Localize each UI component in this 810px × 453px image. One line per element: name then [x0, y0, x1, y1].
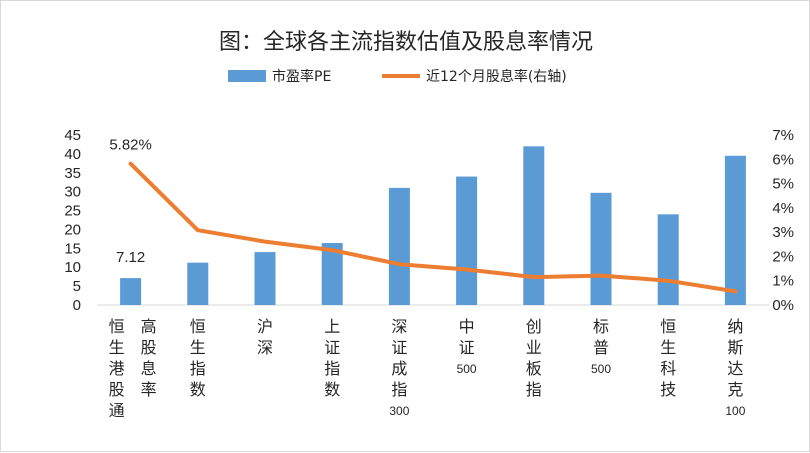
svg-text:科: 科	[660, 359, 676, 378]
svg-text:指: 指	[190, 359, 206, 378]
svg-text:恒: 恒	[190, 317, 206, 336]
svg-text:成: 成	[391, 359, 407, 378]
left-tick-8: 40	[64, 146, 81, 163]
chart-title: 图：全球各主流指数估值及股息率情况	[219, 30, 593, 55]
right-axis-ticks: 0% 1% 2% 3% 4% 5% 6% 7%	[772, 127, 794, 314]
svg-text:100: 100	[725, 404, 745, 418]
svg-text:业: 业	[526, 338, 542, 357]
bar-9	[725, 156, 746, 305]
bar-4	[389, 188, 410, 305]
svg-text:板: 板	[526, 359, 542, 378]
legend-label-yield: 近12个月股息率(右轴)	[426, 68, 567, 85]
right-tick-3: 3%	[772, 224, 794, 241]
left-tick-3: 15	[64, 240, 81, 257]
svg-text:创: 创	[526, 317, 542, 336]
legend-swatch-pe	[228, 70, 266, 82]
line-data-label-0: 5.82%	[109, 137, 152, 154]
right-tick-7: 7%	[772, 127, 794, 144]
svg-text:息: 息	[141, 359, 157, 378]
left-tick-7: 35	[64, 165, 81, 182]
svg-text:高: 高	[141, 317, 157, 336]
svg-text:标: 标	[593, 317, 609, 336]
svg-text:技: 技	[660, 380, 676, 399]
bar-data-label-0: 7.12	[116, 249, 145, 266]
svg-text:克: 克	[727, 380, 743, 399]
svg-text:指: 指	[526, 380, 542, 399]
svg-text:生: 生	[660, 338, 676, 357]
svg-text:沪: 沪	[257, 317, 273, 336]
svg-text:中: 中	[459, 317, 475, 336]
data-labels: 7.12 5.82%	[109, 137, 152, 266]
svg-text:深: 深	[257, 338, 273, 357]
svg-text:纳: 纳	[727, 317, 743, 336]
left-tick-4: 20	[64, 221, 81, 238]
left-tick-2: 10	[64, 259, 81, 276]
bar-1	[187, 263, 208, 305]
svg-text:普: 普	[593, 338, 609, 357]
svg-text:率: 率	[141, 380, 157, 399]
category-labels: 恒生港股通高股息率恒生指数沪深上证指数深证成指300中证500创业板指标普500…	[109, 317, 746, 420]
svg-text:深: 深	[391, 317, 407, 336]
svg-text:证: 证	[324, 338, 340, 357]
svg-text:指: 指	[324, 359, 340, 378]
bar-6	[523, 146, 544, 305]
svg-text:股: 股	[141, 338, 157, 357]
svg-text:300: 300	[389, 404, 409, 418]
svg-text:500: 500	[457, 362, 477, 376]
category-label-5: 中证 500	[457, 317, 477, 376]
svg-text:斯: 斯	[727, 338, 743, 357]
svg-text:500: 500	[591, 362, 611, 376]
yield-line	[131, 164, 736, 292]
svg-text:证: 证	[391, 338, 407, 357]
legend-label-pe: 市盈率PE	[272, 68, 331, 85]
bar-0	[120, 278, 141, 305]
svg-text:证: 证	[459, 338, 475, 357]
svg-text:数: 数	[190, 380, 206, 399]
left-tick-6: 30	[64, 184, 81, 201]
bar-5	[456, 177, 477, 305]
svg-text:恒: 恒	[109, 317, 125, 336]
category-label-2: 沪深	[257, 317, 273, 357]
left-tick-5: 25	[64, 203, 81, 220]
left-tick-0: 0	[73, 297, 81, 314]
left-tick-9: 45	[64, 127, 81, 144]
svg-text:指: 指	[391, 380, 407, 399]
line-series	[131, 164, 736, 292]
svg-text:生: 生	[109, 338, 125, 357]
bar-2	[255, 252, 276, 305]
right-tick-5: 5%	[772, 176, 794, 193]
bar-8	[658, 214, 679, 305]
svg-text:上: 上	[324, 317, 340, 336]
right-tick-6: 6%	[772, 151, 794, 168]
svg-text:通: 通	[109, 401, 125, 420]
legend: 市盈率PE 近12个月股息率(右轴)	[228, 68, 567, 85]
svg-text:恒: 恒	[660, 317, 676, 336]
right-tick-4: 4%	[772, 200, 794, 217]
svg-text:生: 生	[190, 338, 206, 357]
svg-text:达: 达	[727, 359, 743, 378]
svg-text:股: 股	[109, 380, 125, 399]
right-tick-1: 1%	[772, 273, 794, 290]
svg-text:数: 数	[324, 380, 340, 399]
right-tick-0: 0%	[772, 297, 794, 314]
category-label-7: 标普 500	[591, 317, 611, 376]
bar-7	[591, 193, 612, 305]
svg-text:港: 港	[109, 359, 125, 378]
left-tick-1: 5	[73, 278, 81, 295]
right-tick-2: 2%	[772, 248, 794, 265]
